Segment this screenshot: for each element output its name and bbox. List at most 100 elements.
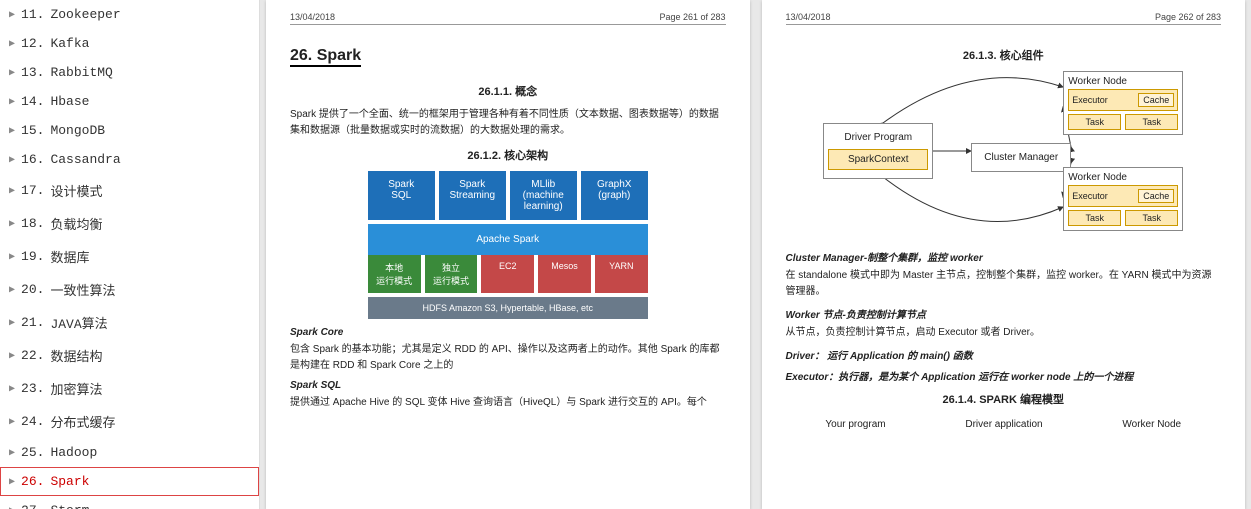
sidebar-item-rabbitmq[interactable]: ▶ 13. RabbitMQ xyxy=(0,58,259,87)
subsection-concept: 26.1.1. 概念 xyxy=(290,83,726,99)
spark-module-box: SparkStreaming xyxy=(439,171,506,220)
prog-your: Your program xyxy=(825,419,885,430)
worker-text: 从节点，负责控制计算节点，启动 Executor 或者 Driver。 xyxy=(786,325,1222,341)
spark-deploy-box: 本地 运行模式 xyxy=(368,255,421,293)
page-date: 13/04/2018 xyxy=(290,12,335,22)
chevron-right-icon: ▶ xyxy=(9,38,15,50)
subsection-progmodel: 26.1.4. SPARK 编程模型 xyxy=(786,391,1222,407)
driver-program-box: Driver Program SparkContext xyxy=(823,123,933,179)
chevron-right-icon: ▶ xyxy=(9,416,15,428)
chevron-right-icon: ▶ xyxy=(9,251,15,263)
spark-module-box: SparkSQL xyxy=(368,171,435,220)
sidebar-item-num: 18. xyxy=(21,216,44,231)
chevron-right-icon: ▶ xyxy=(9,505,15,509)
page-date: 13/04/2018 xyxy=(786,12,831,22)
sidebar-item-storm[interactable]: ▶27.Storm xyxy=(0,496,259,509)
sidebar-item-spark[interactable]: ▶26.Spark xyxy=(0,467,259,496)
sidebar-item-label: 设计模式 xyxy=(50,181,102,200)
sidebar-item-分布式缓存[interactable]: ▶24.分布式缓存 xyxy=(0,405,259,438)
sidebar-item-kafka[interactable]: ▶ 12. Kafka xyxy=(0,29,259,58)
worker-node-box: Worker Node Executor Cache TaskTask xyxy=(1063,167,1183,231)
spark-deploy-box: 独立 运行模式 xyxy=(425,255,478,293)
spark-deploy-box: Mesos xyxy=(538,255,591,293)
chevron-right-icon: ▶ xyxy=(9,125,15,137)
sidebar-item-负载均衡[interactable]: ▶18.负载均衡 xyxy=(0,207,259,240)
cluster-manager-box: Cluster Manager xyxy=(971,143,1071,172)
executor-label: Executor xyxy=(1072,191,1108,201)
sidebar-item-label: 数据结构 xyxy=(50,346,102,365)
chevron-right-icon: ▶ xyxy=(9,350,15,362)
page-left: 13/04/2018 Page 261 of 283 26. Spark 26.… xyxy=(266,0,750,509)
chevron-right-icon: ▶ xyxy=(9,67,15,79)
spark-module-box: MLlib(machinelearning) xyxy=(510,171,577,220)
sidebar-item-label: Zookeeper xyxy=(50,7,120,22)
sidebar-item-设计模式[interactable]: ▶17.设计模式 xyxy=(0,174,259,207)
sidebar-item-java算法[interactable]: ▶21.JAVA算法 xyxy=(0,306,259,339)
spark-core-heading: Spark Core xyxy=(290,327,726,338)
task-box: Task xyxy=(1125,210,1178,226)
sidebar-item-num: 12. xyxy=(21,36,44,51)
section-title: 26. Spark xyxy=(290,47,361,67)
driver-label: Driver Program xyxy=(828,132,928,143)
task-row: TaskTask xyxy=(1068,210,1178,226)
sidebar-item-label: JAVA算法 xyxy=(50,313,107,332)
program-model-row: Your program Driver application Worker N… xyxy=(786,419,1222,430)
sidebar-item-num: 22. xyxy=(21,348,44,363)
sidebar-item-label: 负载均衡 xyxy=(50,214,102,233)
spark-sql-text: 提供通过 Apache Hive 的 SQL 变体 Hive 查询语言（Hive… xyxy=(290,395,726,411)
spark-deploy-box: EC2 xyxy=(481,255,534,293)
sidebar-item-cassandra[interactable]: ▶16.Cassandra xyxy=(0,145,259,174)
cache-box: Cache xyxy=(1138,189,1174,203)
sidebar-item-label: 加密算法 xyxy=(50,379,102,398)
sidebar-item-zookeeper[interactable]: ▶11.Zookeeper xyxy=(0,0,259,29)
spark-storage-box: HDFS Amazon S3, Hypertable, HBase, etc xyxy=(368,297,648,319)
sidebar-item-num: 15. xyxy=(21,123,44,138)
subsection-components: 26.1.3. 核心组件 xyxy=(786,47,1222,63)
chevron-right-icon: ▶ xyxy=(9,284,15,296)
chevron-right-icon: ▶ xyxy=(9,447,15,459)
chevron-right-icon: ▶ xyxy=(9,96,15,108)
sparkcontext-box: SparkContext xyxy=(828,149,928,170)
task-row: TaskTask xyxy=(1068,114,1178,130)
sidebar-item-一致性算法[interactable]: ▶ 20. 一致性算法 xyxy=(0,273,259,306)
page-number: Page 261 of 283 xyxy=(659,12,725,22)
sidebar-item-num: 25. xyxy=(21,445,44,460)
sidebar-item-hbase[interactable]: ▶14.Hbase xyxy=(0,87,259,116)
sidebar-item-mongodb[interactable]: ▶ 15. MongoDB xyxy=(0,116,259,145)
worker-label: Worker Node xyxy=(1068,172,1178,183)
cm-text: 在 standalone 模式中即为 Master 主节点，控制整个集群，监控 … xyxy=(786,268,1222,300)
executor-row: Executor Cache xyxy=(1068,185,1178,207)
page-number: Page 262 of 283 xyxy=(1155,12,1221,22)
sidebar-item-num: 17. xyxy=(21,183,44,198)
page-header: 13/04/2018 Page 261 of 283 xyxy=(290,12,726,25)
executor-heading: Executor：执行器，是为某个 Application 运行在 worker… xyxy=(786,368,1222,383)
task-box: Task xyxy=(1125,114,1178,130)
sidebar-item-num: 11. xyxy=(21,7,44,22)
sidebar-item-label: Hadoop xyxy=(50,445,97,460)
page-right: 13/04/2018 Page 262 of 283 26.1.3. 核心组件 … xyxy=(762,0,1246,509)
sidebar-item-label: MongoDB xyxy=(50,123,105,138)
sidebar-item-label: RabbitMQ xyxy=(50,65,112,80)
sidebar-item-加密算法[interactable]: ▶23.加密算法 xyxy=(0,372,259,405)
sidebar-item-label: 一致性算法 xyxy=(50,280,115,299)
content-area: 13/04/2018 Page 261 of 283 26. Spark 26.… xyxy=(260,0,1251,509)
sidebar-item-数据结构[interactable]: ▶ 22. 数据结构 xyxy=(0,339,259,372)
worker-heading: Worker 节点-负责控制计算节点 xyxy=(786,306,1222,321)
executor-row: ExecutorCache xyxy=(1068,89,1178,111)
sidebar-item-num: 16. xyxy=(21,152,44,167)
sidebar-item-label: Spark xyxy=(50,474,89,489)
sidebar-item-hadoop[interactable]: ▶ 25. Hadoop xyxy=(0,438,259,467)
sidebar-item-label: Kafka xyxy=(50,36,89,51)
driver-heading: Driver： 运行 Application 的 main() 函数 xyxy=(786,347,1222,362)
cluster-diagram: Driver Program SparkContext Cluster Mana… xyxy=(823,67,1183,237)
sidebar-item-num: 20. xyxy=(21,282,44,297)
chevron-right-icon: ▶ xyxy=(9,154,15,166)
sidebar-item-数据库[interactable]: ▶19.数据库 xyxy=(0,240,259,273)
spark-module-box: GraphX(graph) xyxy=(581,171,648,220)
spark-stack-diagram: SparkSQLSparkStreamingMLlib(machinelearn… xyxy=(368,171,648,319)
sidebar-item-num: 26. xyxy=(21,474,44,489)
sidebar-item-num: 13. xyxy=(21,65,44,80)
task-box: Task xyxy=(1068,114,1121,130)
sidebar-item-label: 分布式缓存 xyxy=(50,412,115,431)
apache-spark-box: Apache Spark xyxy=(368,224,648,255)
